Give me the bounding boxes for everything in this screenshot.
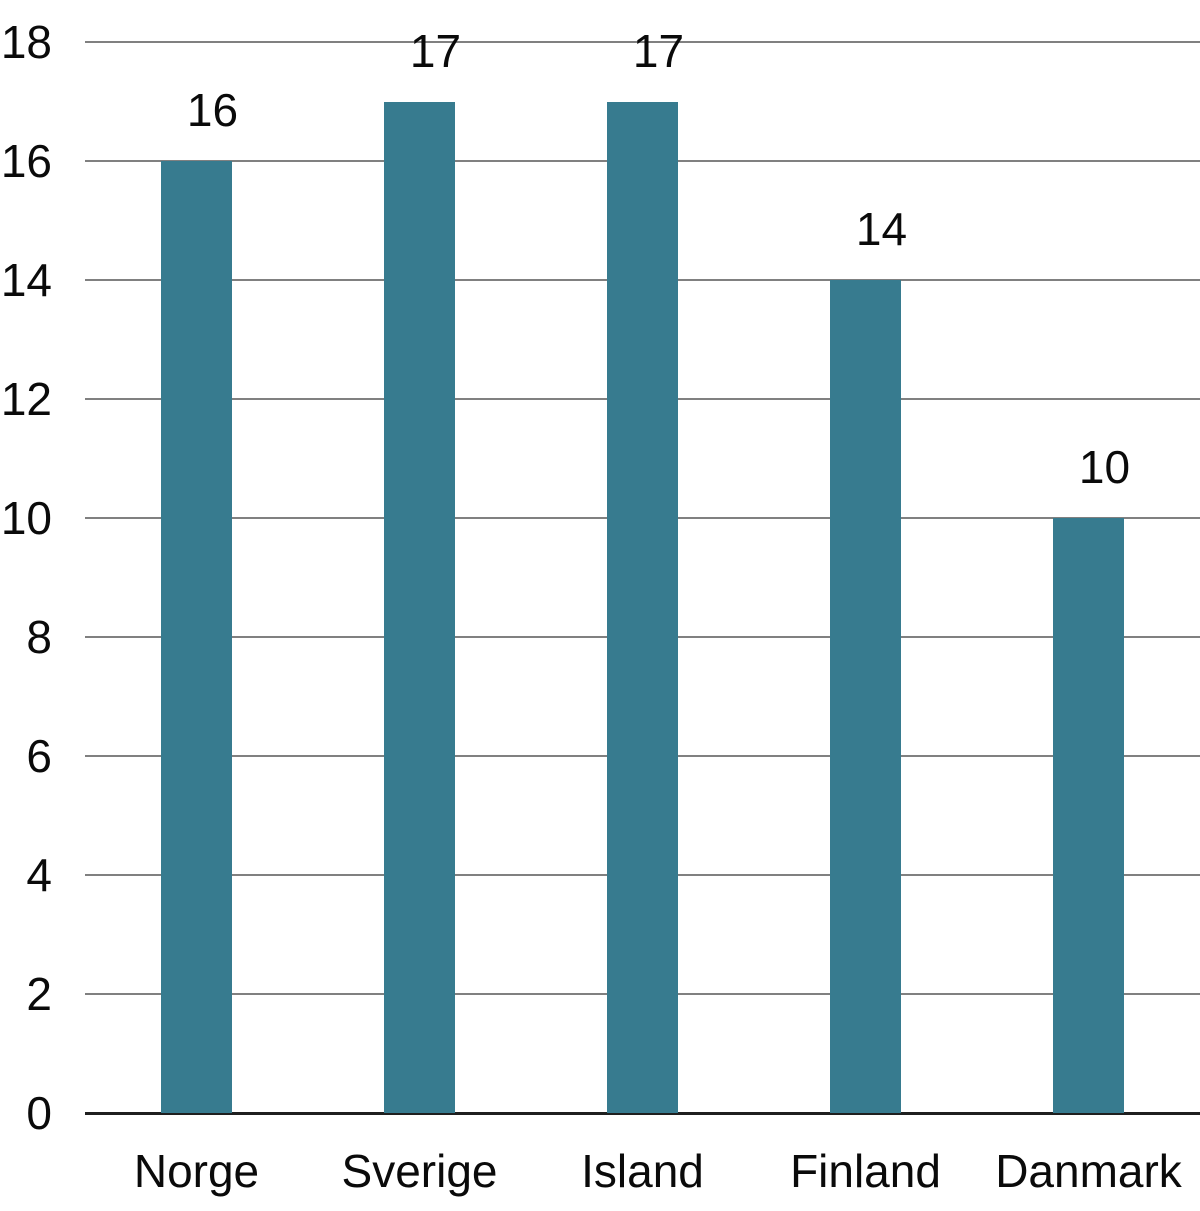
x-category-label: Sverige bbox=[341, 1145, 498, 1197]
y-tick-label: 2 bbox=[26, 968, 52, 1020]
y-tick-label: 8 bbox=[26, 611, 52, 663]
x-category-label: Norge bbox=[133, 1145, 260, 1197]
y-tick-label: 16 bbox=[0, 135, 52, 187]
bar-value-label: 17 bbox=[409, 24, 462, 77]
y-tick-label: 6 bbox=[26, 730, 52, 782]
x-category-label: Danmark bbox=[995, 1145, 1182, 1197]
gridline bbox=[85, 41, 1200, 43]
bar bbox=[607, 101, 678, 1113]
y-tick-label: 14 bbox=[0, 254, 52, 306]
x-category-label: Island bbox=[581, 1145, 704, 1197]
bar bbox=[830, 280, 901, 1113]
bar bbox=[384, 101, 455, 1113]
y-tick-label: 12 bbox=[0, 373, 52, 425]
bar-value-label: 17 bbox=[632, 24, 685, 77]
y-tick-label: 0 bbox=[26, 1087, 52, 1139]
bar-value-label: 10 bbox=[1078, 441, 1131, 493]
bar bbox=[1053, 518, 1124, 1113]
x-axis-line bbox=[85, 1111, 1200, 1115]
bar bbox=[161, 161, 232, 1113]
y-tick-label: 10 bbox=[0, 492, 52, 544]
bar-value-label: 14 bbox=[855, 203, 908, 255]
y-tick-label: 4 bbox=[26, 849, 52, 901]
bar-value-label: 16 bbox=[186, 84, 239, 136]
y-tick-label: 18 bbox=[0, 16, 52, 68]
x-category-label: Finland bbox=[790, 1145, 941, 1197]
